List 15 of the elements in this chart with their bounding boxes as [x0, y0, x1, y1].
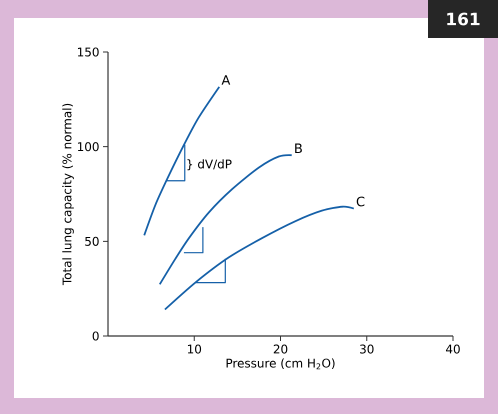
x-axis-title: Pressure (cm H$_{2}$O) [226, 358, 335, 370]
y-axis-title: Total lung capacity (% normal) [62, 104, 74, 286]
x-tick-label: 30 [360, 344, 374, 354]
annotation: } dV/dP [187, 159, 232, 170]
y-tick-label: 50 [85, 236, 99, 246]
x-tick-label: 40 [446, 344, 460, 354]
series-label: C [356, 196, 364, 206]
text: 161 [447, 12, 480, 26]
y-tick-label: 100 [78, 142, 99, 152]
series-label: B [295, 144, 302, 153]
y-tick-label: 0 [92, 331, 99, 341]
y-tick-label: 150 [78, 47, 99, 57]
series-label: A [222, 75, 230, 85]
x-tick-label: 20 [274, 344, 288, 354]
x-tick-label: 10 [188, 344, 202, 354]
